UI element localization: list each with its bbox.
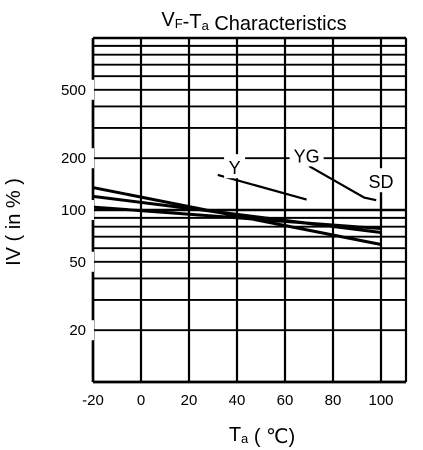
leader-line-yg <box>308 165 377 202</box>
x-axis-label: Ta ( ℃) <box>229 424 295 448</box>
series-line-sd <box>92 205 382 231</box>
y-tick-label: 100 <box>61 202 86 219</box>
x-tick-label: 0 <box>137 392 145 409</box>
y-tick-label: 200 <box>61 150 86 167</box>
y-tick-backing <box>44 200 94 220</box>
series-group <box>92 186 382 246</box>
x-tick-label: 40 <box>229 392 246 409</box>
x-tick-labels: -20 0 20 40 60 80 100 <box>82 392 393 409</box>
y-tick-backing <box>44 148 94 169</box>
x-tick-label: -20 <box>82 392 104 409</box>
y-tick-label: 50 <box>69 254 86 271</box>
y-axis-label: IV ( in % ) <box>3 178 25 266</box>
series-line-y <box>92 186 382 246</box>
chart-title: VF-Ta Characteristics <box>161 9 346 35</box>
label-backing <box>224 154 246 179</box>
x-tick-label: 60 <box>277 392 294 409</box>
series-label-yg: YG <box>294 146 320 166</box>
x-tick-label: 80 <box>325 392 342 409</box>
y-tick-backing <box>44 320 94 341</box>
series-labels: Y YG SD <box>217 142 398 214</box>
y-tick-backing <box>44 251 94 272</box>
leader-line-y <box>217 173 307 201</box>
x-tick-label: 20 <box>181 392 198 409</box>
series-label-y: Y <box>229 158 241 178</box>
x-tick-label: 100 <box>368 392 393 409</box>
y-tick-label: 500 <box>61 82 86 99</box>
label-backing <box>364 168 398 193</box>
y-tick-label: 20 <box>69 322 86 339</box>
y-tick-backing <box>44 79 94 100</box>
label-backing <box>289 142 324 167</box>
series-label-sd: SD <box>368 172 393 192</box>
y-tick-labels: 20 50 100 200 500 <box>44 79 94 341</box>
